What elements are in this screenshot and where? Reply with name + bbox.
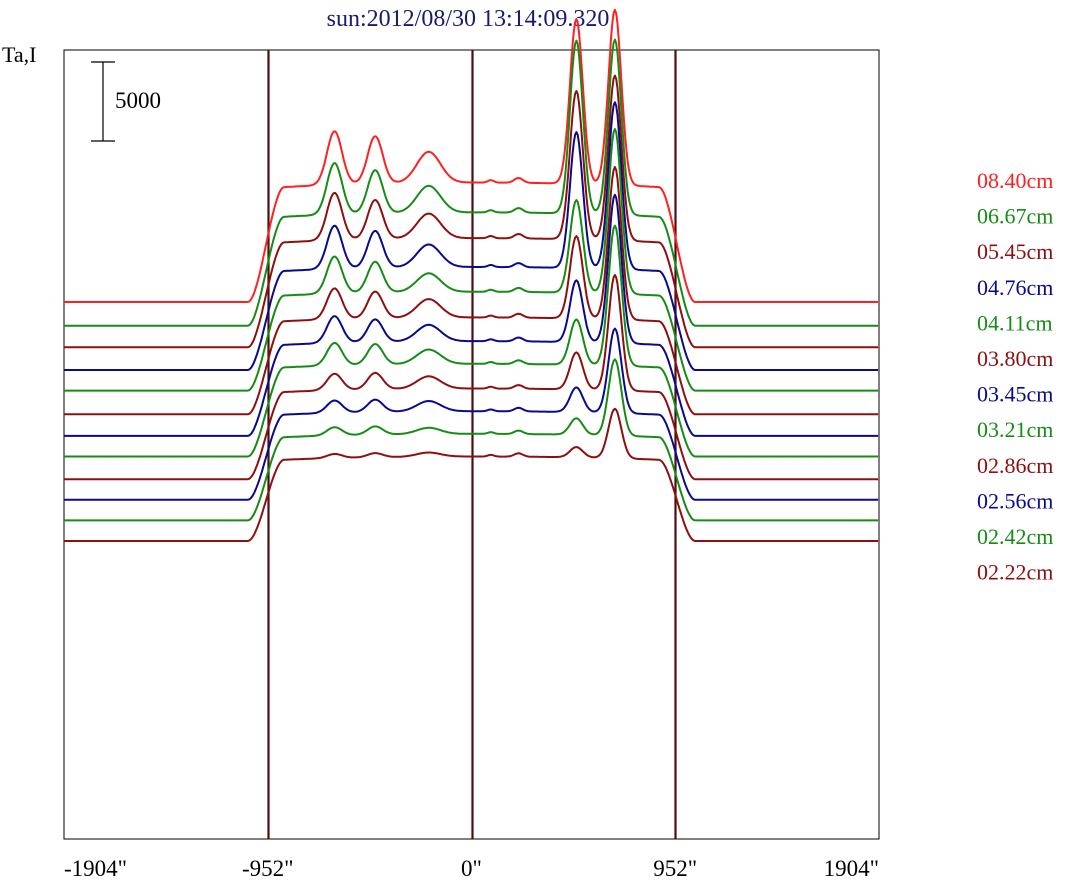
scale-bar-label: 5000 xyxy=(115,88,161,113)
legend-entry: 03.21cm xyxy=(977,417,1053,442)
legend-entry: 02.56cm xyxy=(977,488,1053,513)
legend-entry: 02.42cm xyxy=(977,524,1053,549)
series-curves xyxy=(64,8,879,542)
x-tick-label: 1904" xyxy=(824,856,879,881)
series-line-03.21cm xyxy=(64,224,879,458)
series-line-02.56cm xyxy=(64,327,879,501)
legend-entry: 02.22cm xyxy=(977,560,1053,585)
legend-entry: 02.86cm xyxy=(977,453,1053,478)
legend-entry: 08.40cm xyxy=(977,168,1053,193)
legend-entry: 03.45cm xyxy=(977,382,1053,407)
legend-entry: 03.80cm xyxy=(977,346,1053,371)
x-tick-label: -1904" xyxy=(64,856,127,881)
chart-title: sun:2012/08/30 13:14:09.320 xyxy=(327,6,610,32)
legend: 08.40cm 06.67cm 05.45cm 04.76cm 04.11cm 03.80… xyxy=(977,168,1053,585)
series-line-02.22cm xyxy=(64,407,879,542)
series-line-05.45cm xyxy=(64,74,879,349)
series-line-03.80cm xyxy=(64,166,879,416)
series-line-06.67cm xyxy=(64,38,879,327)
legend-entry: 04.11cm xyxy=(977,310,1053,335)
x-tick-label: 952" xyxy=(653,856,697,881)
legend-entry: 06.67cm xyxy=(977,204,1053,229)
legend-entry: 04.76cm xyxy=(977,275,1053,300)
scale-bar: 5000 xyxy=(91,61,161,142)
series-line-02.86cm xyxy=(64,274,879,481)
series-line-08.40cm xyxy=(64,8,879,303)
series-line-02.42cm xyxy=(64,358,879,522)
series-line-03.45cm xyxy=(64,193,879,437)
x-tick-label: -952" xyxy=(242,856,294,881)
series-line-04.11cm xyxy=(64,128,879,392)
x-tick-label: 0" xyxy=(461,856,482,881)
y-axis-label: Ta,I xyxy=(2,42,37,67)
x-tick-labels: -1904" -952" 0" 952" 1904" xyxy=(64,856,879,881)
series-line-04.76cm xyxy=(64,101,879,371)
legend-entry: 05.45cm xyxy=(977,239,1053,264)
